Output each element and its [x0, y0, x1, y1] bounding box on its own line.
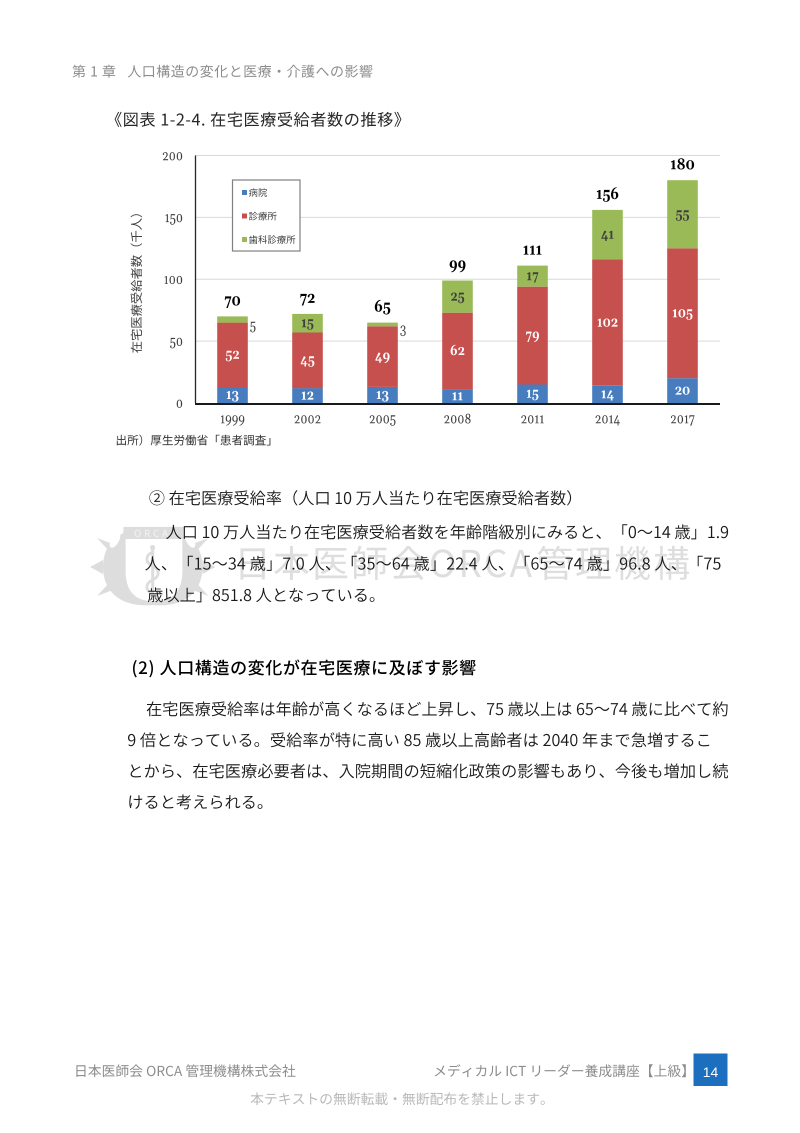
svg-text:14: 14	[703, 1064, 719, 1080]
